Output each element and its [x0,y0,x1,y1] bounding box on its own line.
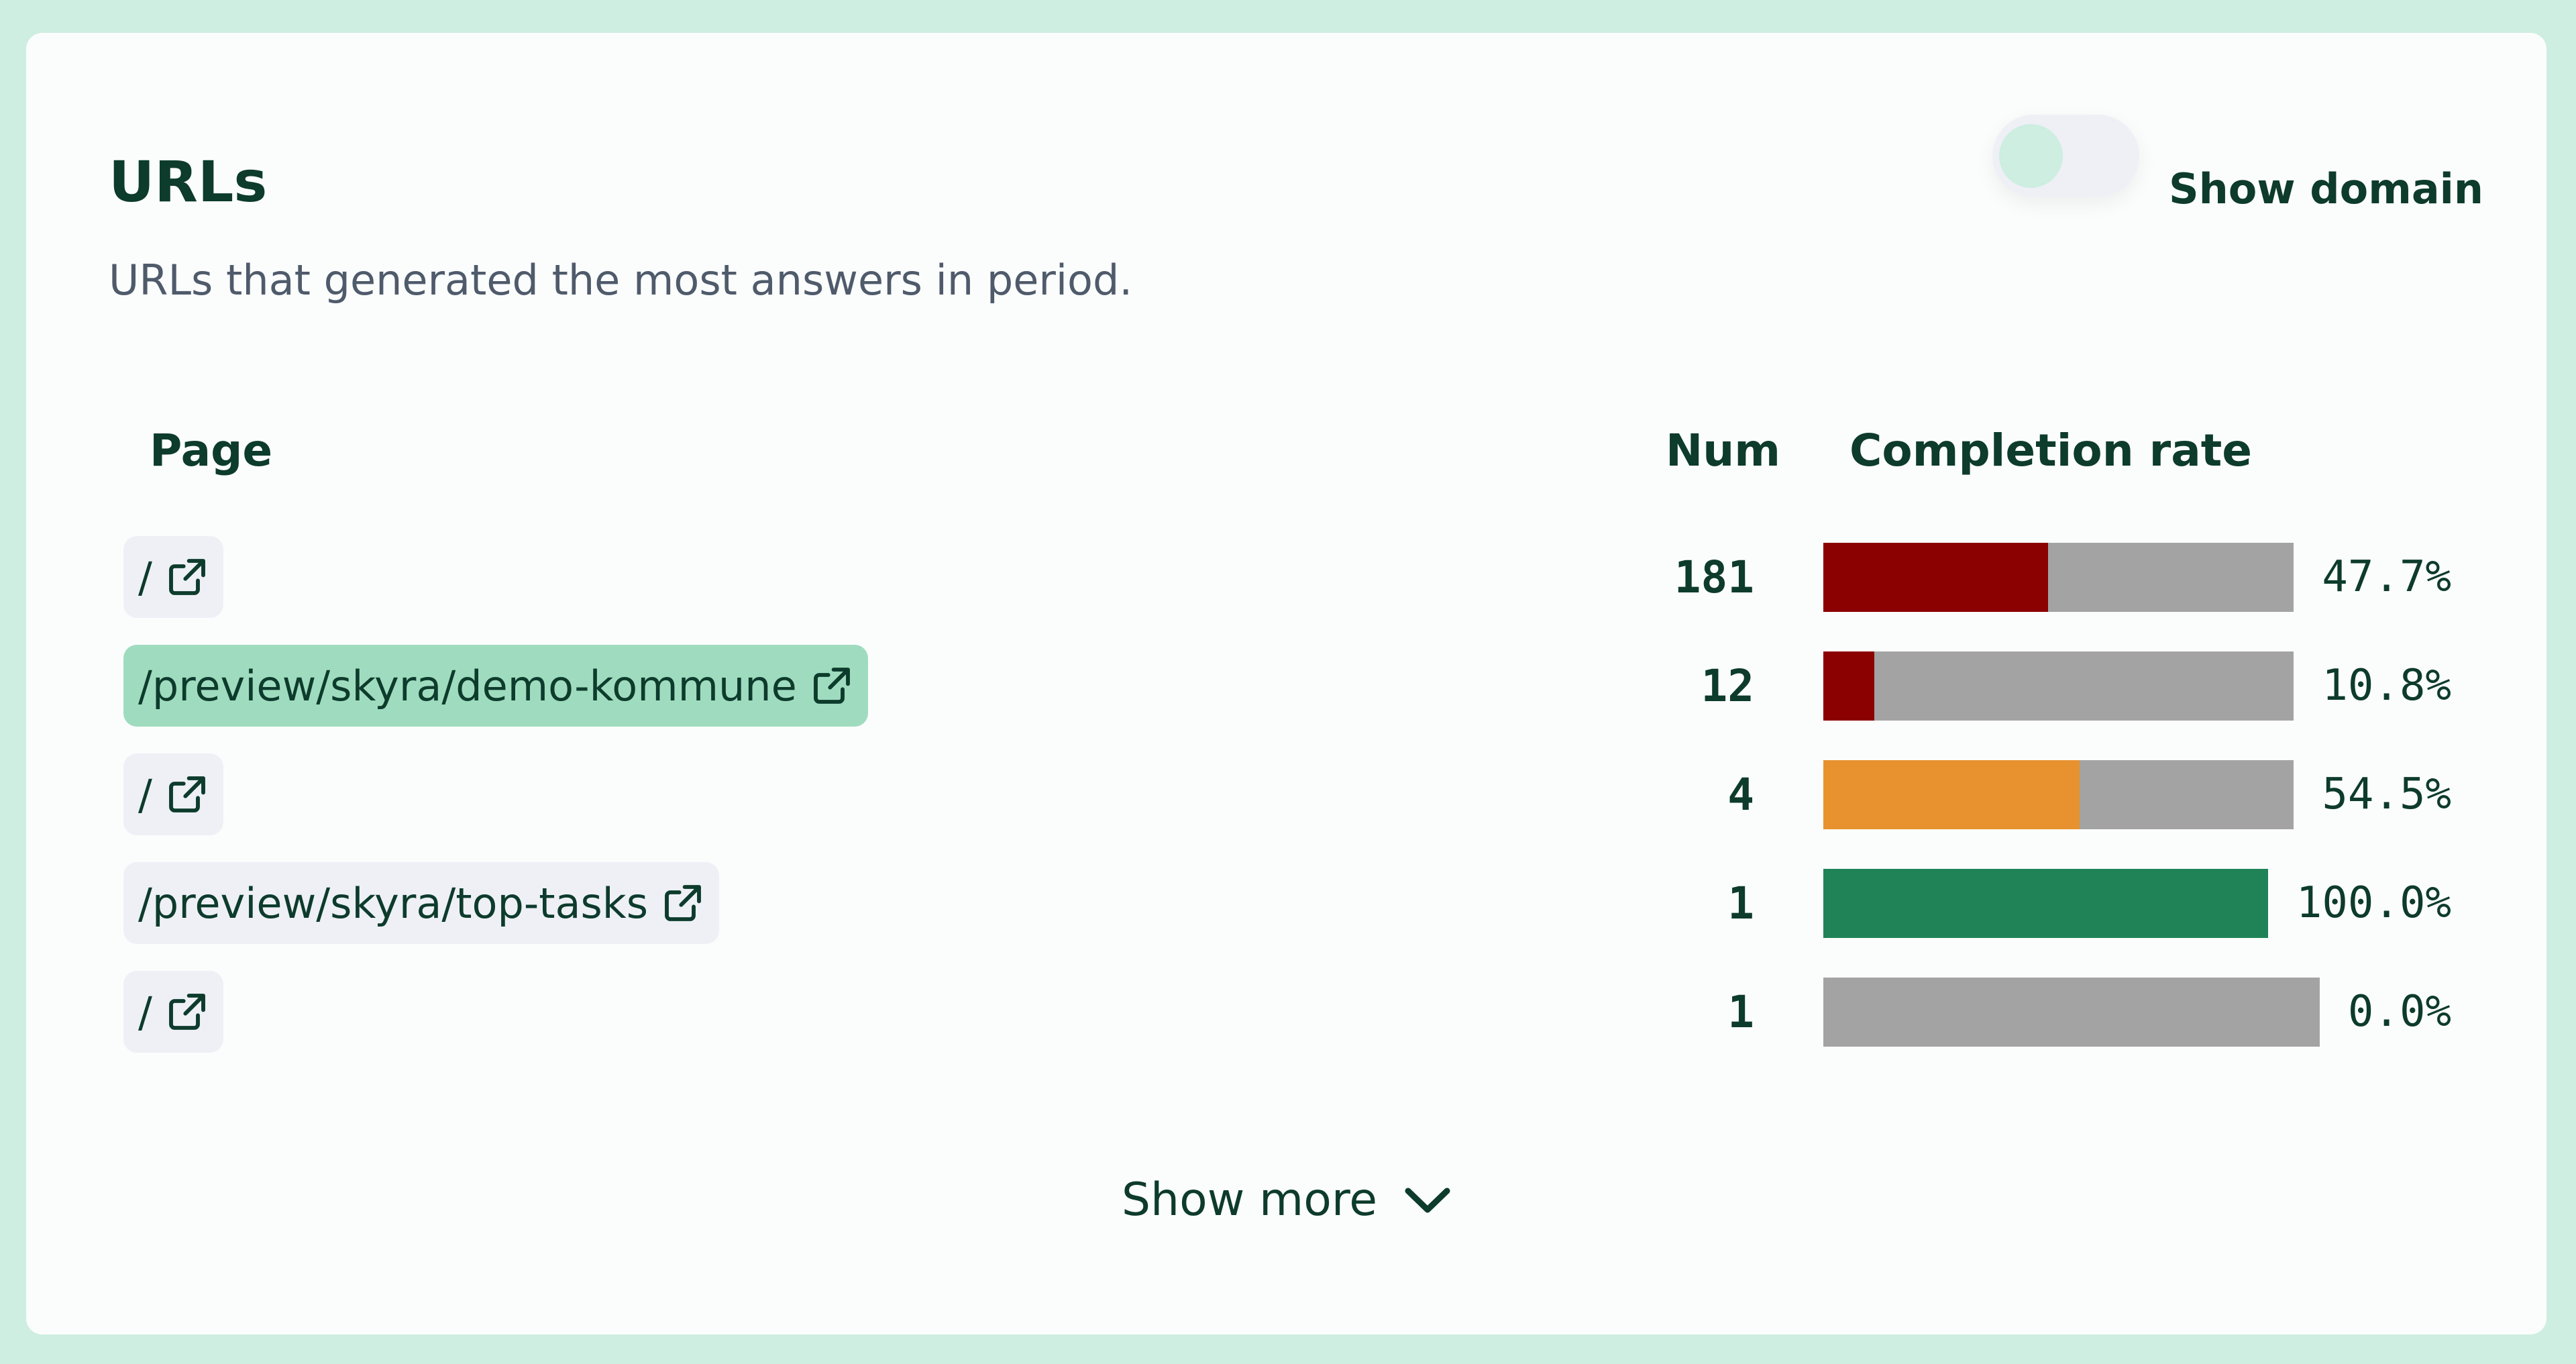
external-link-icon [168,994,205,1030]
toggle-label[interactable]: Show domain [2169,164,2484,213]
subtitle: URLs that generated the most answers in … [109,256,1133,305]
table-row: /preview/skyra/demo-kommune 12 10.8% [123,631,2451,740]
rate-bar [1823,868,2268,938]
rate-label: 0.0% [2347,987,2451,1037]
table-row: /preview/skyra/top-tasks 1 100.0% [123,849,2451,957]
rate-track [1823,868,2268,938]
toggle[interactable] [1992,115,2139,197]
rate-cell: 47.7% [1823,542,2451,612]
num-cell: 4 [1727,768,1754,821]
external-link-icon [168,776,205,812]
table-row: / 4 54.5% [123,740,2451,849]
chevron-icon [1405,1188,1450,1212]
table-row: / 181 47.7% [123,523,2451,631]
rate-cell: 10.8% [1823,651,2451,721]
page-link[interactable]: / [123,971,223,1053]
page-cell: /preview/skyra/top-tasks [123,862,1465,944]
external-link-icon [168,559,205,595]
rate-track [1823,977,2320,1047]
num-cell: 181 [1674,551,1754,603]
show-more-label[interactable]: Show more [1121,1173,1378,1226]
rate-label: 10.8% [2322,661,2451,711]
num-cell: 1 [1727,877,1754,929]
rate-bar [1823,542,2048,612]
page-cell: / [123,753,1465,835]
external-link-icon [665,885,701,921]
column-header: Completion rate [1849,425,2253,476]
num-cell: 12 [1701,660,1754,712]
rate-label: 54.5% [2322,770,2451,819]
page-url: / [138,552,152,602]
page-url: / [138,770,152,819]
page-cell: /preview/skyra/demo-kommune [123,645,1465,727]
title: URLs [109,149,268,215]
page-url: / [138,987,152,1037]
rate-label: 47.7% [2322,552,2451,602]
external-link-icon [813,668,850,704]
column-header: Num [1666,425,1780,476]
rate-cell: 100.0% [1823,868,2451,938]
page-cell: / [123,536,1465,618]
rate-track [1823,759,2294,829]
table: /181 47.7%/preview/skyra/demo-kommune 12 10… [123,523,2451,1066]
rate-track [1823,651,2294,721]
rate-cell: 54.5% [1823,759,2451,829]
card: URLs URLs that generated the most answer… [26,33,2546,1334]
page-cell: / [123,971,1465,1053]
num-cell: 1 [1727,986,1754,1038]
toggle-knob [1999,124,2063,188]
page-url: /preview/skyra/demo-kommune [138,661,797,711]
page-link[interactable]: /preview/skyra/top-tasks [123,862,720,944]
show-more[interactable]: Show more [26,1173,2546,1226]
rate-bar [1823,651,1874,721]
column-header: Page [150,425,273,476]
rate-track [1823,542,2294,612]
page-link[interactable]: / [123,753,223,835]
rate-label: 100.0% [2296,878,2451,928]
page-link[interactable]: / [123,536,223,618]
page-link[interactable]: /preview/skyra/demo-kommune [123,645,868,727]
rate-bar [1823,759,2080,829]
rate-cell: 0.0% [1823,977,2451,1047]
page-url: /preview/skyra/top-tasks [138,878,649,928]
table-row: / 1 0.0% [123,957,2451,1066]
